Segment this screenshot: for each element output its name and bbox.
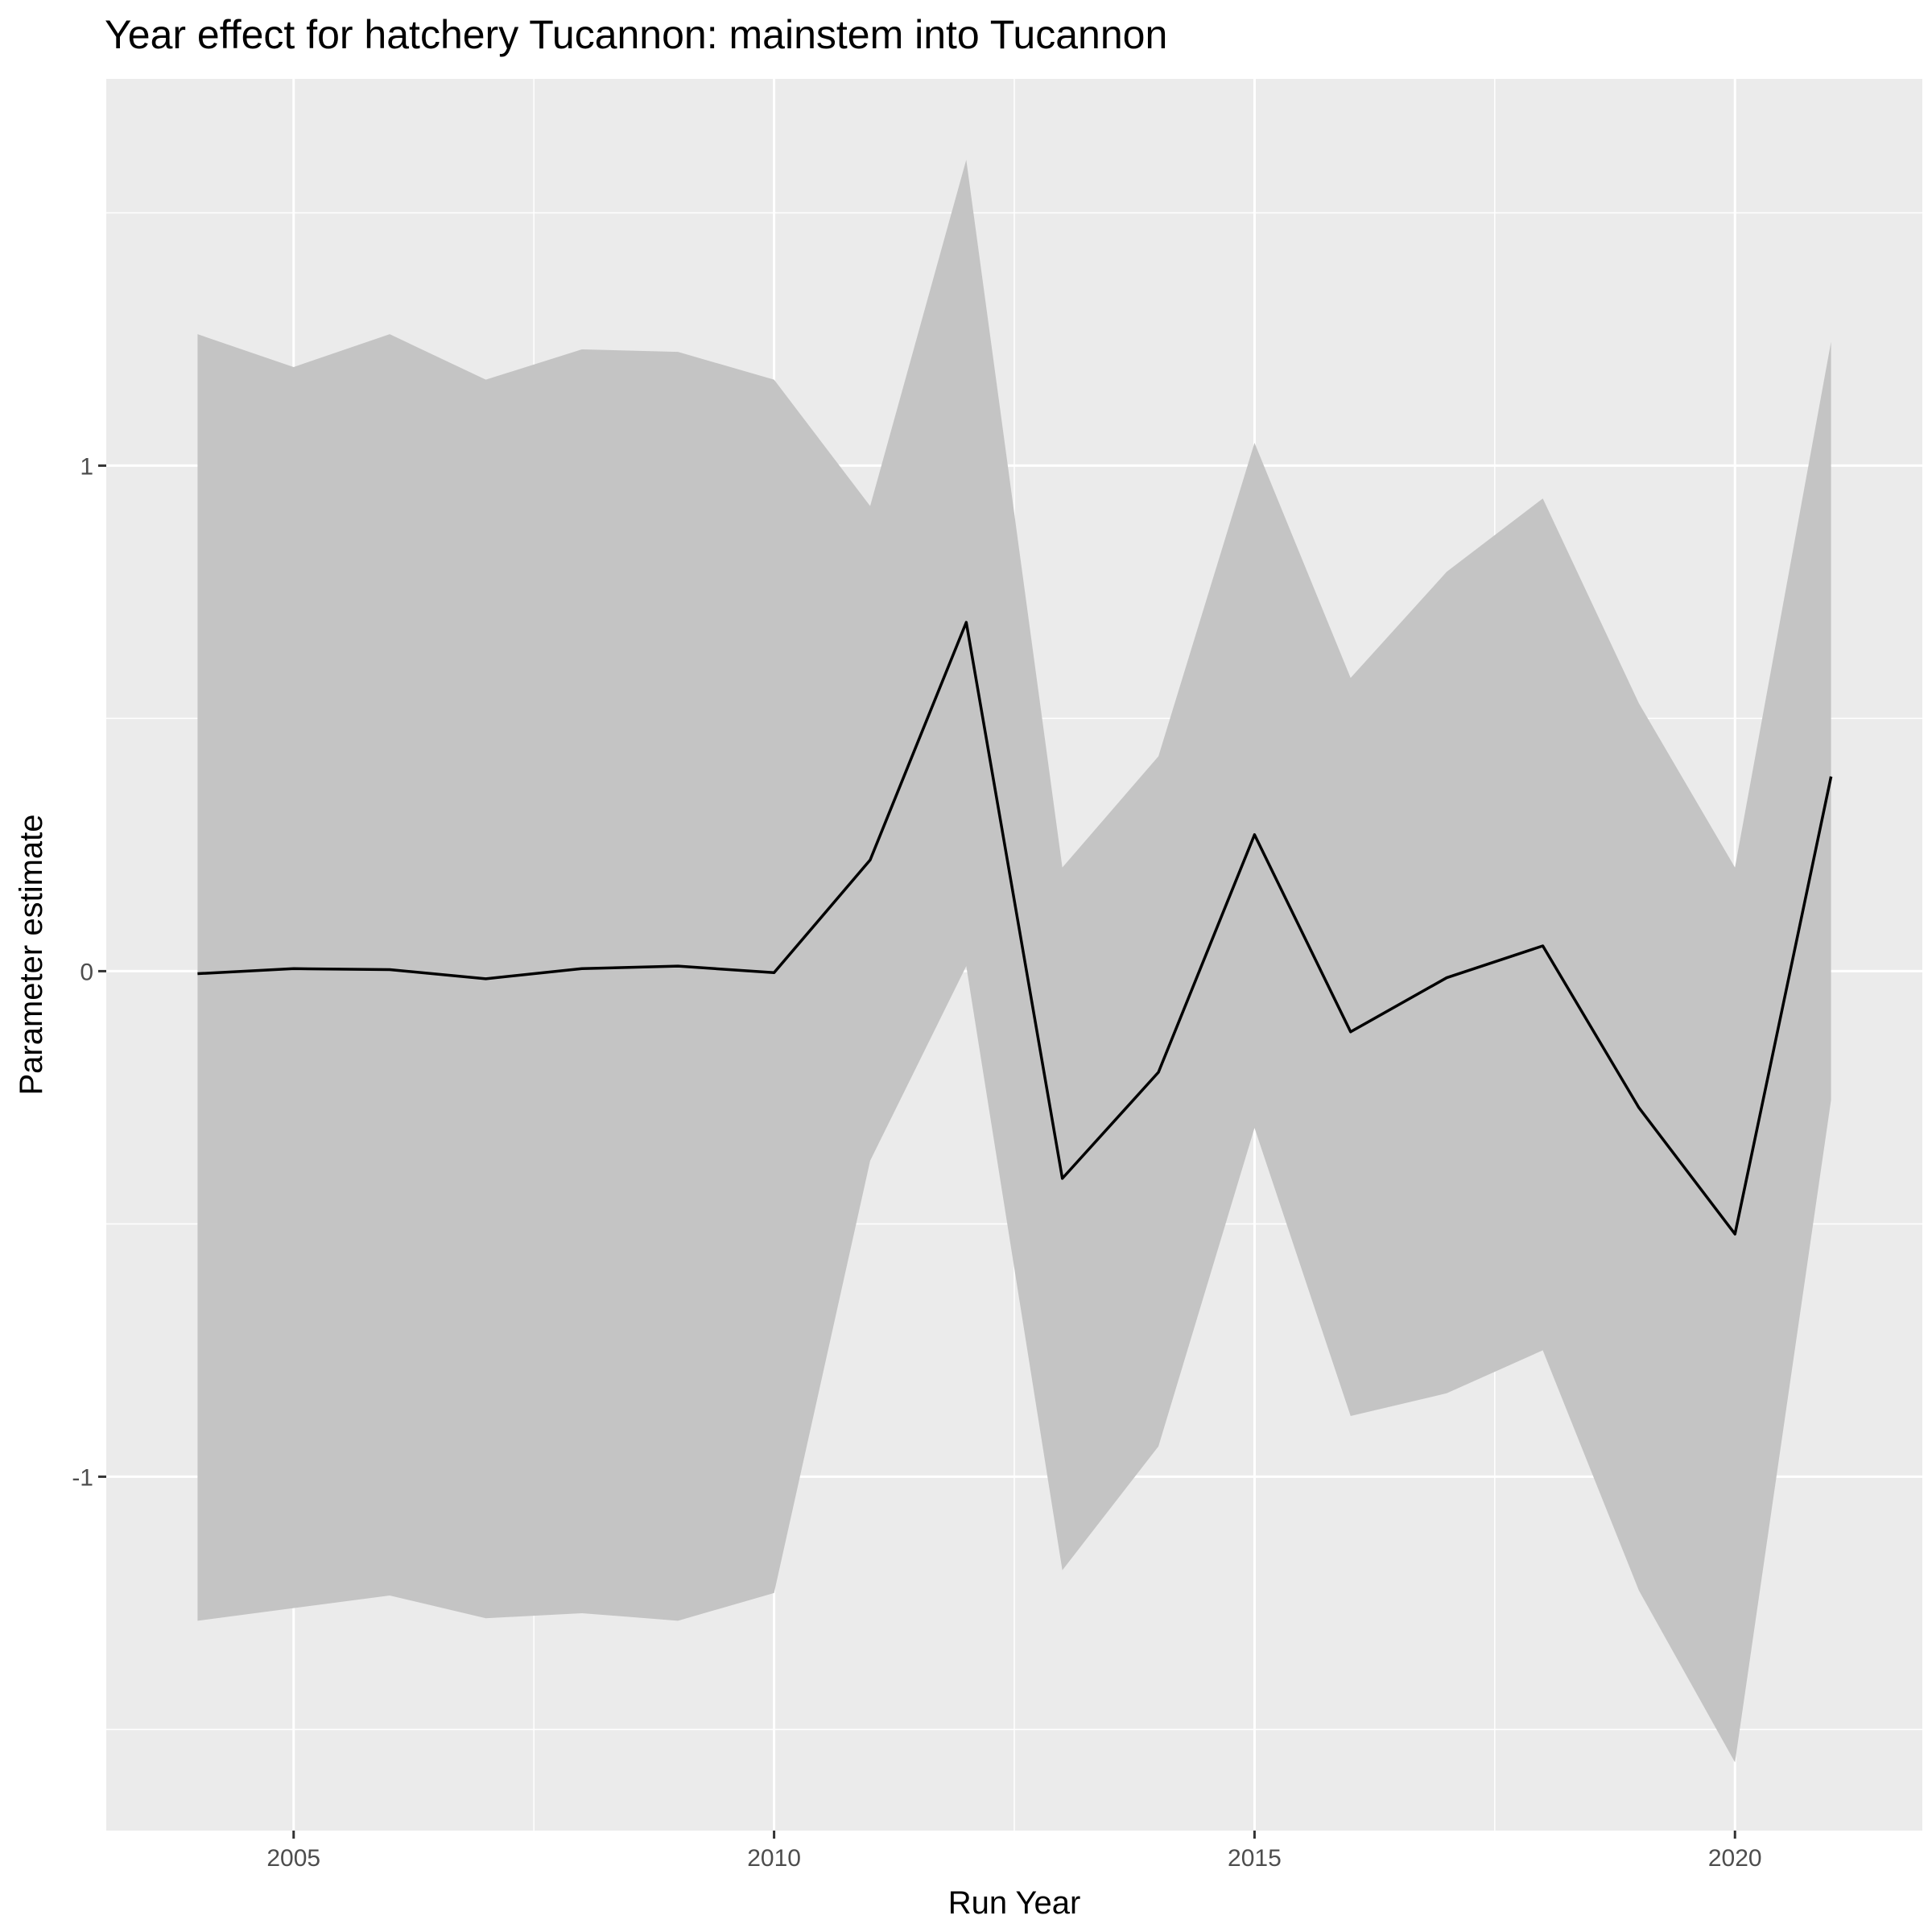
- x-axis-title: Run Year: [948, 1885, 1081, 1921]
- x-tick-label: 2020: [1708, 1845, 1762, 1872]
- x-tick-label: 2015: [1228, 1845, 1282, 1872]
- chart-title: Year effect for hatchery Tucannon: mains…: [105, 12, 1167, 57]
- y-tick-label: 1: [80, 453, 93, 480]
- estimate-line-layer: [197, 621, 1833, 1236]
- y-axis-title: Parameter estimate: [14, 814, 49, 1095]
- y-tick-label: -1: [72, 1464, 93, 1491]
- x-tick-label: 2005: [266, 1845, 320, 1872]
- estimate-line: [197, 621, 1833, 1236]
- x-axis: 2005 2010 2015 2020: [266, 1831, 1762, 1872]
- x-tick-label: 2010: [747, 1845, 801, 1872]
- y-axis: -1 0 1: [72, 453, 106, 1491]
- y-tick-label: 0: [80, 959, 93, 985]
- confidence-ribbon-layer: [197, 159, 1831, 1763]
- confidence-ribbon: [197, 159, 1831, 1763]
